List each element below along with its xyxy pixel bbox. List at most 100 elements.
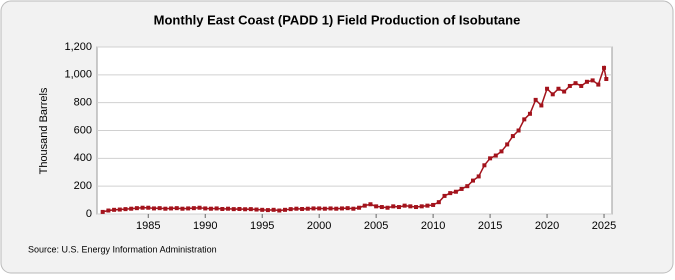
data-point [436,200,441,205]
data-point [465,184,470,189]
source: Source: U.S. Energy Information Administ… [28,244,217,254]
data-point [169,206,174,211]
data-point [129,206,134,211]
data-point [254,207,259,212]
data-point [368,202,373,207]
data-point [379,205,384,210]
data-point [265,208,270,213]
data-point [414,205,419,210]
data-point [157,206,162,211]
data-point [322,206,327,211]
data-point [362,203,367,208]
x-tick-label: 2020 [535,220,559,232]
data-point [408,204,413,209]
data-point [602,65,607,70]
data-point [112,207,117,212]
data-point [545,86,550,91]
x-tick-label: 1995 [250,220,274,232]
data-point [533,97,538,102]
data-point [396,205,401,210]
x-tick-label: 2005 [364,220,388,232]
data-point [117,207,122,212]
chart-title: Monthly East Coast (PADD 1) Field Produc… [154,12,521,27]
data-point [584,79,589,84]
data-point [180,206,185,211]
data-point [527,111,532,116]
data-point [596,82,601,87]
data-point [288,207,293,212]
x-tick-label: 2015 [478,220,502,232]
y-tick-label: 0 [86,208,92,220]
data-point [220,206,225,211]
data-point [260,207,265,212]
data-point [123,207,128,212]
data-point [334,206,339,211]
data-point [453,189,458,194]
data-point [214,206,219,211]
data-point [305,206,310,211]
data-point [203,206,208,211]
data-point [550,92,555,97]
y-tick-label: 600 [74,124,92,136]
data-point [604,77,609,82]
data-point [134,206,139,211]
data-point [140,205,145,210]
data-point [510,134,515,139]
data-point [448,191,453,196]
data-point [459,186,464,191]
data-point [226,206,231,211]
data-point [163,206,168,211]
y-tick-label: 800 [74,97,92,109]
data-point [146,205,151,210]
data-point [106,208,111,213]
data-point [300,206,305,211]
data-point [174,206,179,211]
data-point [516,128,521,133]
y-tick-label: 1,000 [64,69,92,81]
data-point [339,206,344,211]
data-point [402,203,407,208]
data-point [419,204,424,209]
data-point [357,205,362,210]
data-point [425,203,430,208]
data-point [237,206,242,211]
data-point [431,202,436,207]
data-point [567,83,572,88]
data-point [271,207,276,212]
data-point [351,206,356,211]
y-tick-label: 1,200 [64,41,92,53]
data-point [311,206,316,211]
data-point [100,209,105,214]
x-tick-label: 1985 [136,220,160,232]
data-point [556,86,561,91]
data-point [562,89,567,94]
y-tick-label: 200 [74,180,92,192]
data-point [282,207,287,212]
data-point [385,205,390,210]
data-point [231,207,236,212]
data-point [328,206,333,211]
data-point [208,206,213,211]
data-point [345,206,350,211]
data-point [539,103,544,108]
data-point [294,206,299,211]
data-point [317,206,322,211]
data-point [151,206,156,211]
data-point [391,204,396,209]
x-tick-label: 2010 [421,220,445,232]
y-tick-label: 400 [74,152,92,164]
data-point [573,81,578,86]
data-point [470,178,475,183]
data-point [482,163,487,168]
data-point [499,149,504,154]
data-point [243,207,248,212]
data-point [590,78,595,83]
data-point [476,174,481,179]
data-point [579,83,584,88]
data-point [248,207,253,212]
data-point [277,208,282,213]
data-point [505,142,510,147]
data-point [442,193,447,198]
